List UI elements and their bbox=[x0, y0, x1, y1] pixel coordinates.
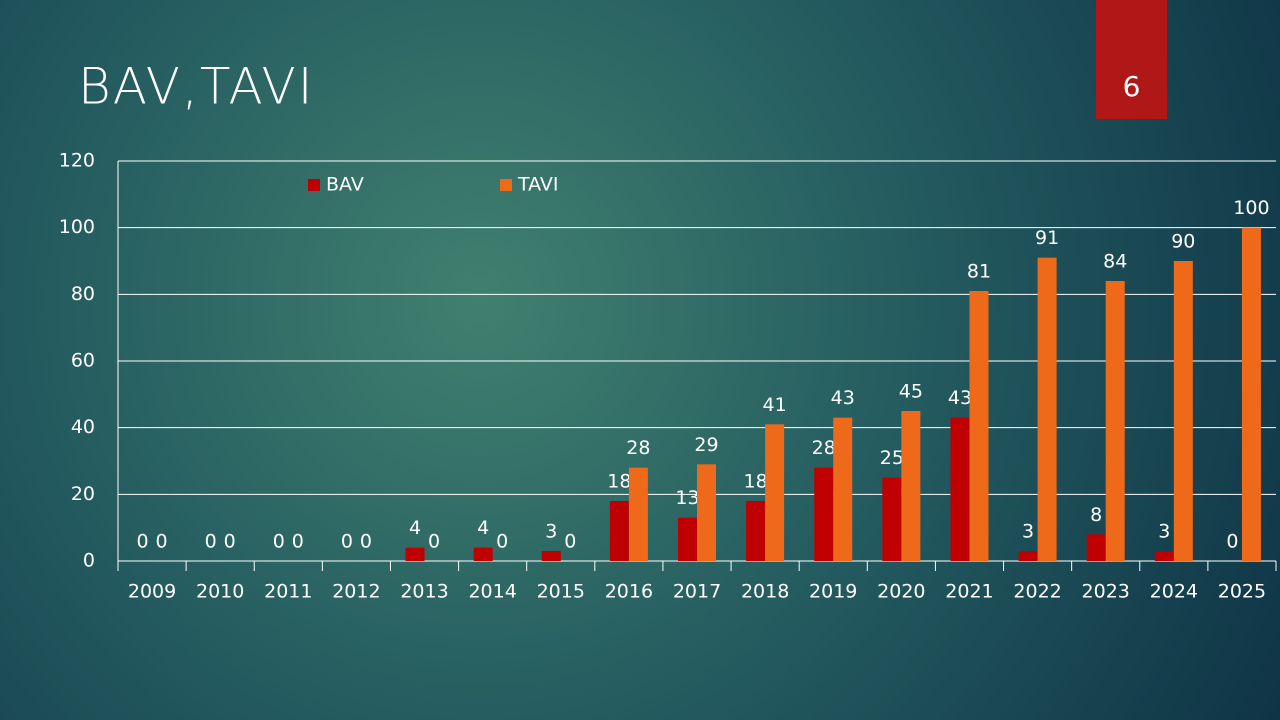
data-label: 25 bbox=[880, 447, 904, 469]
data-label: 0 bbox=[224, 531, 236, 553]
data-label: 0 bbox=[428, 531, 440, 553]
data-label: 0 bbox=[564, 531, 576, 553]
bar bbox=[1086, 534, 1106, 561]
bar bbox=[1241, 227, 1261, 561]
bar bbox=[628, 467, 648, 561]
data-label: 3 bbox=[1158, 521, 1170, 543]
data-label: 28 bbox=[626, 437, 650, 459]
bar bbox=[1154, 551, 1174, 561]
data-label: 0 bbox=[1226, 531, 1238, 553]
x-tick-label: 2024 bbox=[1150, 581, 1198, 603]
x-tick-label: 2013 bbox=[400, 581, 448, 603]
data-label: 0 bbox=[360, 531, 372, 553]
x-tick-label: 2020 bbox=[877, 581, 925, 603]
x-tick-label: 2025 bbox=[1218, 581, 1266, 603]
x-tick-label: 2018 bbox=[741, 581, 789, 603]
data-label: 45 bbox=[899, 381, 923, 403]
y-tick-label: 40 bbox=[71, 416, 95, 438]
data-label: 0 bbox=[496, 531, 508, 553]
bar bbox=[901, 411, 921, 561]
y-tick-label: 20 bbox=[71, 483, 95, 505]
legend-swatch bbox=[500, 179, 512, 191]
data-label: 0 bbox=[156, 531, 168, 553]
bar bbox=[697, 464, 716, 561]
bar bbox=[765, 424, 785, 561]
data-label: 18 bbox=[744, 471, 768, 493]
x-tick-label: 2009 bbox=[128, 581, 176, 603]
x-tick-label: 2014 bbox=[468, 581, 516, 603]
data-label: 0 bbox=[137, 531, 149, 553]
slide-title: BAV,TAVI bbox=[78, 58, 314, 116]
bar bbox=[1173, 261, 1193, 561]
slide-number-box bbox=[1096, 0, 1167, 119]
x-tick-label: 2017 bbox=[673, 581, 721, 603]
bar bbox=[814, 467, 834, 561]
data-label: 4 bbox=[477, 517, 489, 539]
x-tick-label: 2010 bbox=[196, 581, 244, 603]
bar bbox=[746, 501, 766, 561]
x-tick-label: 2023 bbox=[1082, 581, 1130, 603]
bar bbox=[473, 547, 493, 561]
bar bbox=[678, 517, 697, 561]
x-tick-label: 2022 bbox=[1013, 581, 1061, 603]
bar bbox=[1105, 281, 1125, 561]
data-label: 3 bbox=[545, 521, 557, 543]
data-label: 28 bbox=[812, 437, 836, 459]
data-label: 13 bbox=[675, 487, 699, 509]
legend-label: TAVI bbox=[517, 174, 559, 196]
bar bbox=[1018, 551, 1038, 561]
data-label: 29 bbox=[694, 434, 718, 456]
data-label: 0 bbox=[273, 531, 285, 553]
x-tick-label: 2012 bbox=[332, 581, 380, 603]
data-label: 0 bbox=[292, 531, 304, 553]
data-label: 0 bbox=[205, 531, 217, 553]
bar bbox=[609, 501, 629, 561]
data-label: 4 bbox=[409, 517, 421, 539]
bar bbox=[541, 551, 561, 561]
data-label: 43 bbox=[831, 387, 855, 409]
data-label: 3 bbox=[1022, 521, 1034, 543]
y-tick-label: 80 bbox=[71, 283, 95, 305]
x-tick-label: 2021 bbox=[945, 581, 993, 603]
y-tick-label: 0 bbox=[83, 550, 95, 572]
bar bbox=[833, 417, 853, 561]
y-tick-label: 100 bbox=[59, 216, 95, 238]
bar bbox=[882, 477, 902, 561]
x-tick-label: 2011 bbox=[264, 581, 312, 603]
y-tick-label: 120 bbox=[59, 150, 95, 172]
data-label: 8 bbox=[1090, 504, 1102, 526]
data-label: 84 bbox=[1103, 251, 1127, 273]
data-label: 18 bbox=[607, 471, 631, 493]
data-label: 91 bbox=[1035, 227, 1059, 249]
data-label: 0 bbox=[341, 531, 353, 553]
legend-label: BAV bbox=[326, 174, 364, 196]
data-label: 100 bbox=[1233, 197, 1269, 219]
data-label: 90 bbox=[1171, 231, 1195, 253]
data-label: 81 bbox=[967, 261, 991, 283]
legend-swatch bbox=[308, 179, 320, 191]
x-tick-label: 2016 bbox=[605, 581, 653, 603]
y-tick-label: 60 bbox=[71, 350, 95, 372]
slide-number: 6 bbox=[1123, 70, 1141, 103]
data-label: 41 bbox=[763, 394, 787, 416]
x-tick-label: 2015 bbox=[537, 581, 585, 603]
x-tick-label: 2019 bbox=[809, 581, 857, 603]
data-label: 43 bbox=[948, 387, 972, 409]
bar bbox=[950, 417, 970, 561]
bar bbox=[1037, 257, 1057, 561]
bar bbox=[969, 291, 989, 561]
bar bbox=[405, 547, 425, 561]
